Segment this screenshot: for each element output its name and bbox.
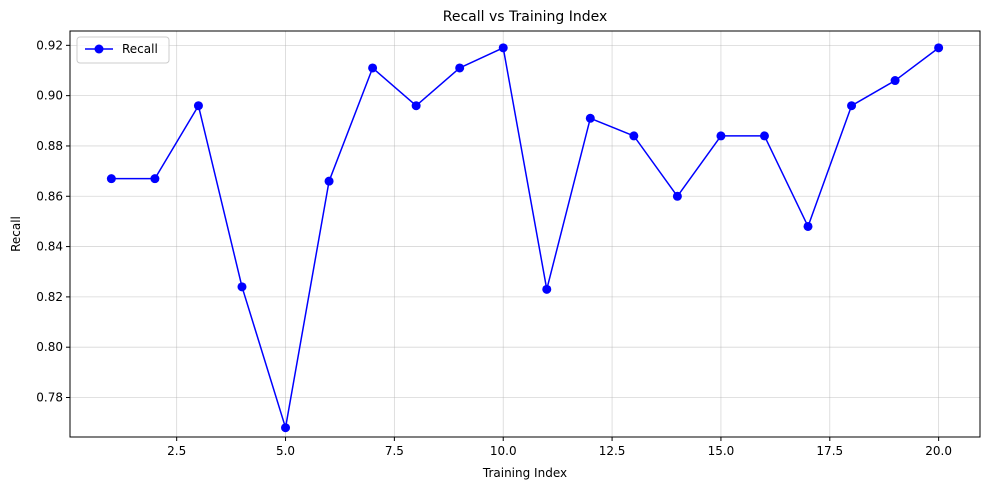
y-tick-label: 0.84	[36, 240, 63, 254]
y-tick-label: 0.88	[36, 139, 63, 153]
data-point	[890, 76, 900, 86]
legend-box	[76, 36, 170, 64]
x-tick-label: 2.5	[167, 444, 186, 458]
x-tick-label: 15.0	[708, 444, 735, 458]
data-point	[498, 43, 508, 53]
x-tick-label: 7.5	[385, 444, 404, 458]
grid	[70, 31, 980, 437]
data-point	[150, 174, 160, 184]
series-layer	[106, 43, 944, 433]
data-point	[629, 131, 639, 141]
data-point	[411, 101, 421, 111]
data-point	[585, 113, 595, 123]
plot-frame	[69, 30, 981, 438]
chart-title: Recall vs Training Index	[443, 9, 607, 25]
x-tick-label: 20.0	[925, 444, 952, 458]
y-tick-label: 0.92	[36, 38, 63, 52]
data-point	[455, 63, 465, 73]
x-axis-label: Training Index	[482, 466, 567, 480]
x-tick-label: 5.0	[276, 444, 295, 458]
data-point	[237, 282, 247, 292]
data-point	[193, 101, 203, 111]
y-axis-label: Recall	[9, 216, 23, 252]
data-point	[847, 101, 857, 111]
y-tick-label: 0.78	[36, 391, 63, 405]
legend-label: Recall	[122, 42, 158, 56]
data-point	[324, 176, 334, 186]
x-tick-label: 17.5	[816, 444, 843, 458]
data-point	[542, 284, 552, 294]
x-tick-label: 12.5	[599, 444, 626, 458]
data-point	[281, 423, 291, 433]
y-tick-label: 0.90	[36, 89, 63, 103]
data-point	[759, 131, 769, 141]
y-tick-label: 0.82	[36, 290, 63, 304]
y-tick-label: 0.86	[36, 189, 63, 203]
legend: Recall	[76, 36, 170, 64]
data-point	[368, 63, 378, 73]
data-point	[803, 221, 813, 231]
data-point	[672, 191, 682, 201]
y-tick-label: 0.80	[36, 340, 63, 354]
x-tick-label: 10.0	[490, 444, 517, 458]
x-axis-ticks: 2.5 5.0 7.5 10.0 12.5 15.0 17.5 20.0	[167, 437, 952, 458]
legend-marker-swatch	[94, 44, 104, 54]
data-point	[106, 174, 116, 184]
data-point	[716, 131, 726, 141]
series-line-recall	[111, 47, 940, 429]
data-point	[934, 43, 944, 53]
y-axis-ticks: 0.78 0.80 0.82 0.84 0.86 0.88 0.90 0.92	[36, 38, 70, 405]
